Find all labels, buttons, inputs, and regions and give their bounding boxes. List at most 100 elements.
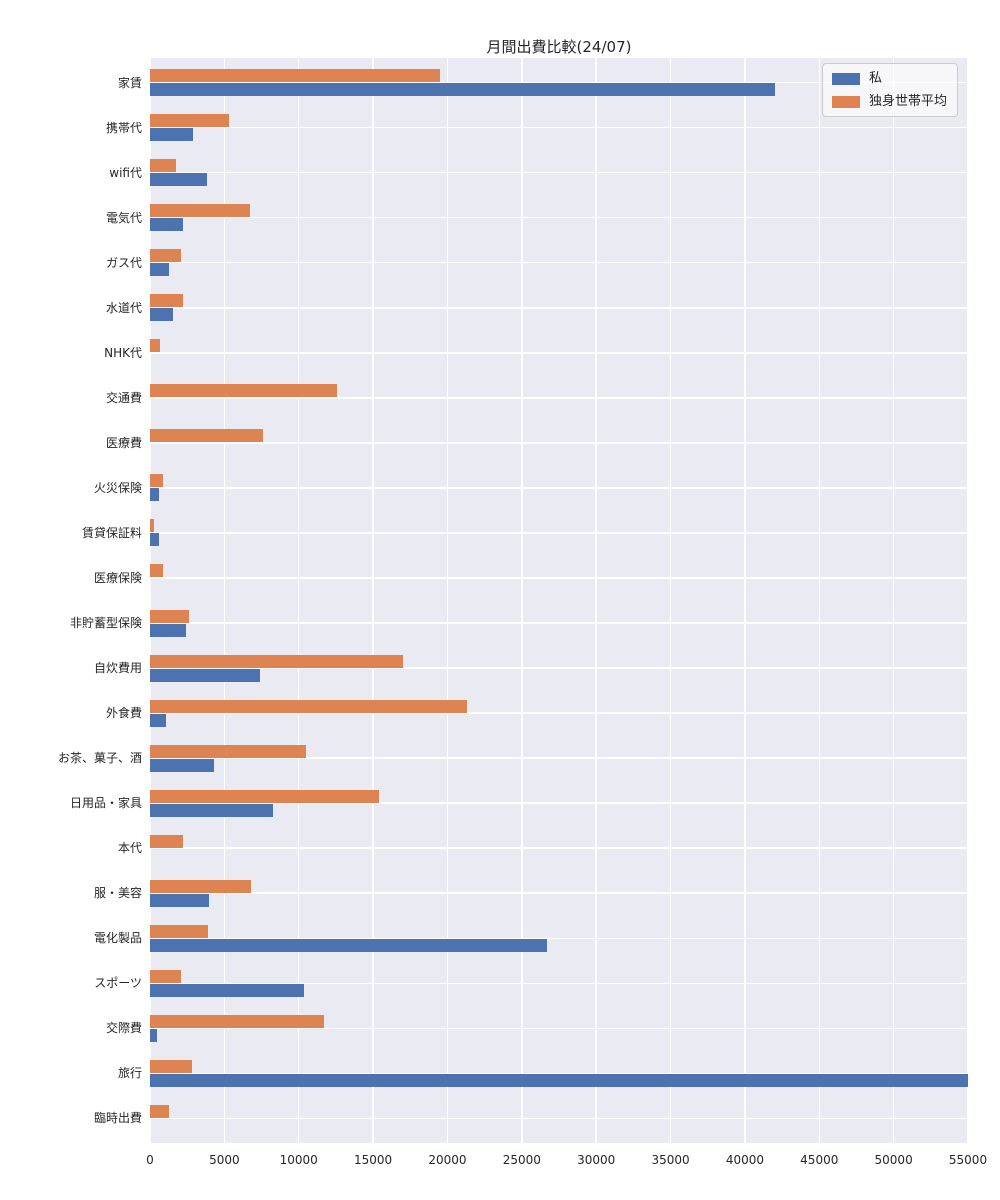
y-tick-label-7: 交通費 <box>105 390 142 405</box>
gridline-y-21 <box>150 1027 968 1029</box>
bar-独身世帯平均-外食費 <box>150 699 467 713</box>
gridline-x-30000 <box>595 58 597 1143</box>
gridline-y-3 <box>150 217 968 219</box>
gridline-y-19 <box>150 937 968 939</box>
bar-独身世帯平均-wifi代 <box>150 159 177 173</box>
x-tick-label-5000: 5000 <box>209 1153 240 1167</box>
gridline-y-7 <box>150 397 968 399</box>
gridline-y-1 <box>150 127 968 129</box>
legend-swatch-0 <box>832 72 860 85</box>
gridline-y-5 <box>150 307 968 309</box>
gridline-y-4 <box>150 262 968 264</box>
legend-label-0: 私 <box>869 71 883 86</box>
y-tick-label-21: 交際費 <box>105 1021 142 1036</box>
bar-独身世帯平均-家賃 <box>150 69 441 83</box>
x-tick-label-35000: 35000 <box>651 1153 690 1167</box>
bar-独身世帯平均-NHK代 <box>150 339 161 353</box>
y-tick-label-0: 家賃 <box>117 75 142 90</box>
y-tick-label-16: 日用品・家具 <box>69 796 142 811</box>
bar-独身世帯平均-服・美容 <box>150 879 252 893</box>
y-tick-label-18: 服・美容 <box>93 886 142 901</box>
x-tick-label-20000: 20000 <box>428 1153 467 1167</box>
bar-私-非貯蓄型保険 <box>150 623 186 637</box>
bar-独身世帯平均-電化製品 <box>150 924 208 938</box>
gridline-y-17 <box>150 847 968 849</box>
y-tick-label-13: 自炊費用 <box>93 661 142 676</box>
bar-独身世帯平均-スポーツ <box>150 969 182 983</box>
gridline-y-22 <box>150 1072 968 1074</box>
bar-独身世帯平均-医療費 <box>150 429 264 443</box>
gridline-x-45000 <box>818 58 820 1143</box>
x-tick-label-45000: 45000 <box>800 1153 839 1167</box>
bar-独身世帯平均-ガス代 <box>150 249 182 263</box>
bar-私-電化製品 <box>150 938 548 952</box>
x-tick-label-50000: 50000 <box>874 1153 913 1167</box>
y-tick-label-11: 医療保険 <box>93 570 142 585</box>
gridline-y-20 <box>150 982 968 984</box>
bar-独身世帯平均-携帯代 <box>150 114 229 128</box>
gridline-x-40000 <box>744 58 746 1143</box>
bar-独身世帯平均-賃貸保証料 <box>150 519 154 533</box>
gridline-x-55000 <box>967 58 969 1143</box>
y-tick-label-6: NHK代 <box>104 345 142 360</box>
y-tick-label-8: 医療費 <box>105 435 142 450</box>
gridline-y-6 <box>150 352 968 354</box>
bar-私-家賃 <box>150 83 775 97</box>
gridline-y-12 <box>150 622 968 624</box>
bar-独身世帯平均-交通費 <box>150 384 338 398</box>
gridline-y-14 <box>150 712 968 714</box>
y-tick-label-10: 賃貸保証料 <box>81 525 142 540</box>
plot-area <box>149 58 969 1143</box>
y-tick-label-22: 旅行 <box>117 1066 142 1081</box>
gridline-y-9 <box>150 487 968 489</box>
y-tick-label-4: ガス代 <box>105 255 142 270</box>
gridline-x-35000 <box>669 58 672 1143</box>
bar-私-携帯代 <box>150 128 194 142</box>
bar-独身世帯平均-日用品・家具 <box>150 789 380 803</box>
y-tick-label-20: スポーツ <box>94 976 142 991</box>
gridline-y-13 <box>150 667 968 669</box>
bar-私-旅行 <box>150 1073 968 1087</box>
gridline-x-10000 <box>298 58 300 1143</box>
y-tick-label-12: 非貯蓄型保険 <box>69 616 142 630</box>
bar-私-電気代 <box>150 218 183 232</box>
gridline-y-23 <box>150 1117 968 1119</box>
x-tick-label-25000: 25000 <box>502 1153 541 1167</box>
gridline-y-2 <box>150 172 968 174</box>
bar-独身世帯平均-医療保険 <box>150 564 163 578</box>
legend-label-1: 独身世帯平均 <box>869 94 948 109</box>
y-tick-label-23: 臨時出費 <box>93 1111 142 1126</box>
gridline-y-16 <box>150 802 968 804</box>
gridline-x-50000 <box>892 58 895 1143</box>
bar-独身世帯平均-お茶、菓子、酒 <box>150 744 307 758</box>
y-tick-label-9: 火災保険 <box>93 480 142 495</box>
legend-entry-0: 私 <box>832 71 947 86</box>
gridline-x-15000 <box>372 58 374 1143</box>
x-tick-label-30000: 30000 <box>577 1153 616 1167</box>
bar-私-外食費 <box>150 713 167 727</box>
bar-私-服・美容 <box>150 893 210 907</box>
gridline-y-0 <box>150 82 968 84</box>
bar-私-交際費 <box>150 1028 158 1042</box>
bar-私-賃貸保証料 <box>150 533 159 547</box>
bar-私-ガス代 <box>150 263 169 277</box>
y-tick-label-1: 携帯代 <box>105 120 142 135</box>
bar-独身世帯平均-自炊費用 <box>150 654 403 668</box>
gridline-x-25000 <box>521 58 523 1143</box>
x-tick-label-15000: 15000 <box>353 1153 393 1167</box>
legend-swatch-1 <box>832 95 860 108</box>
bar-私-火災保険 <box>150 488 159 502</box>
bar-独身世帯平均-臨時出費 <box>150 1104 170 1118</box>
y-tick-label-2: wifi代 <box>109 165 142 180</box>
bar-独身世帯平均-非貯蓄型保険 <box>150 609 189 623</box>
gridline-x-5000 <box>223 58 226 1143</box>
bar-私-スポーツ <box>150 983 304 997</box>
y-tick-label-5: 水道代 <box>105 300 142 315</box>
legend-entry-1: 独身世帯平均 <box>832 94 947 109</box>
y-tick-label-19: 電化製品 <box>93 931 142 946</box>
bar-私-wifi代 <box>150 173 207 187</box>
bar-独身世帯平均-火災保険 <box>150 474 163 488</box>
bar-独身世帯平均-本代 <box>150 834 184 848</box>
gridline-x-0 <box>149 58 151 1143</box>
